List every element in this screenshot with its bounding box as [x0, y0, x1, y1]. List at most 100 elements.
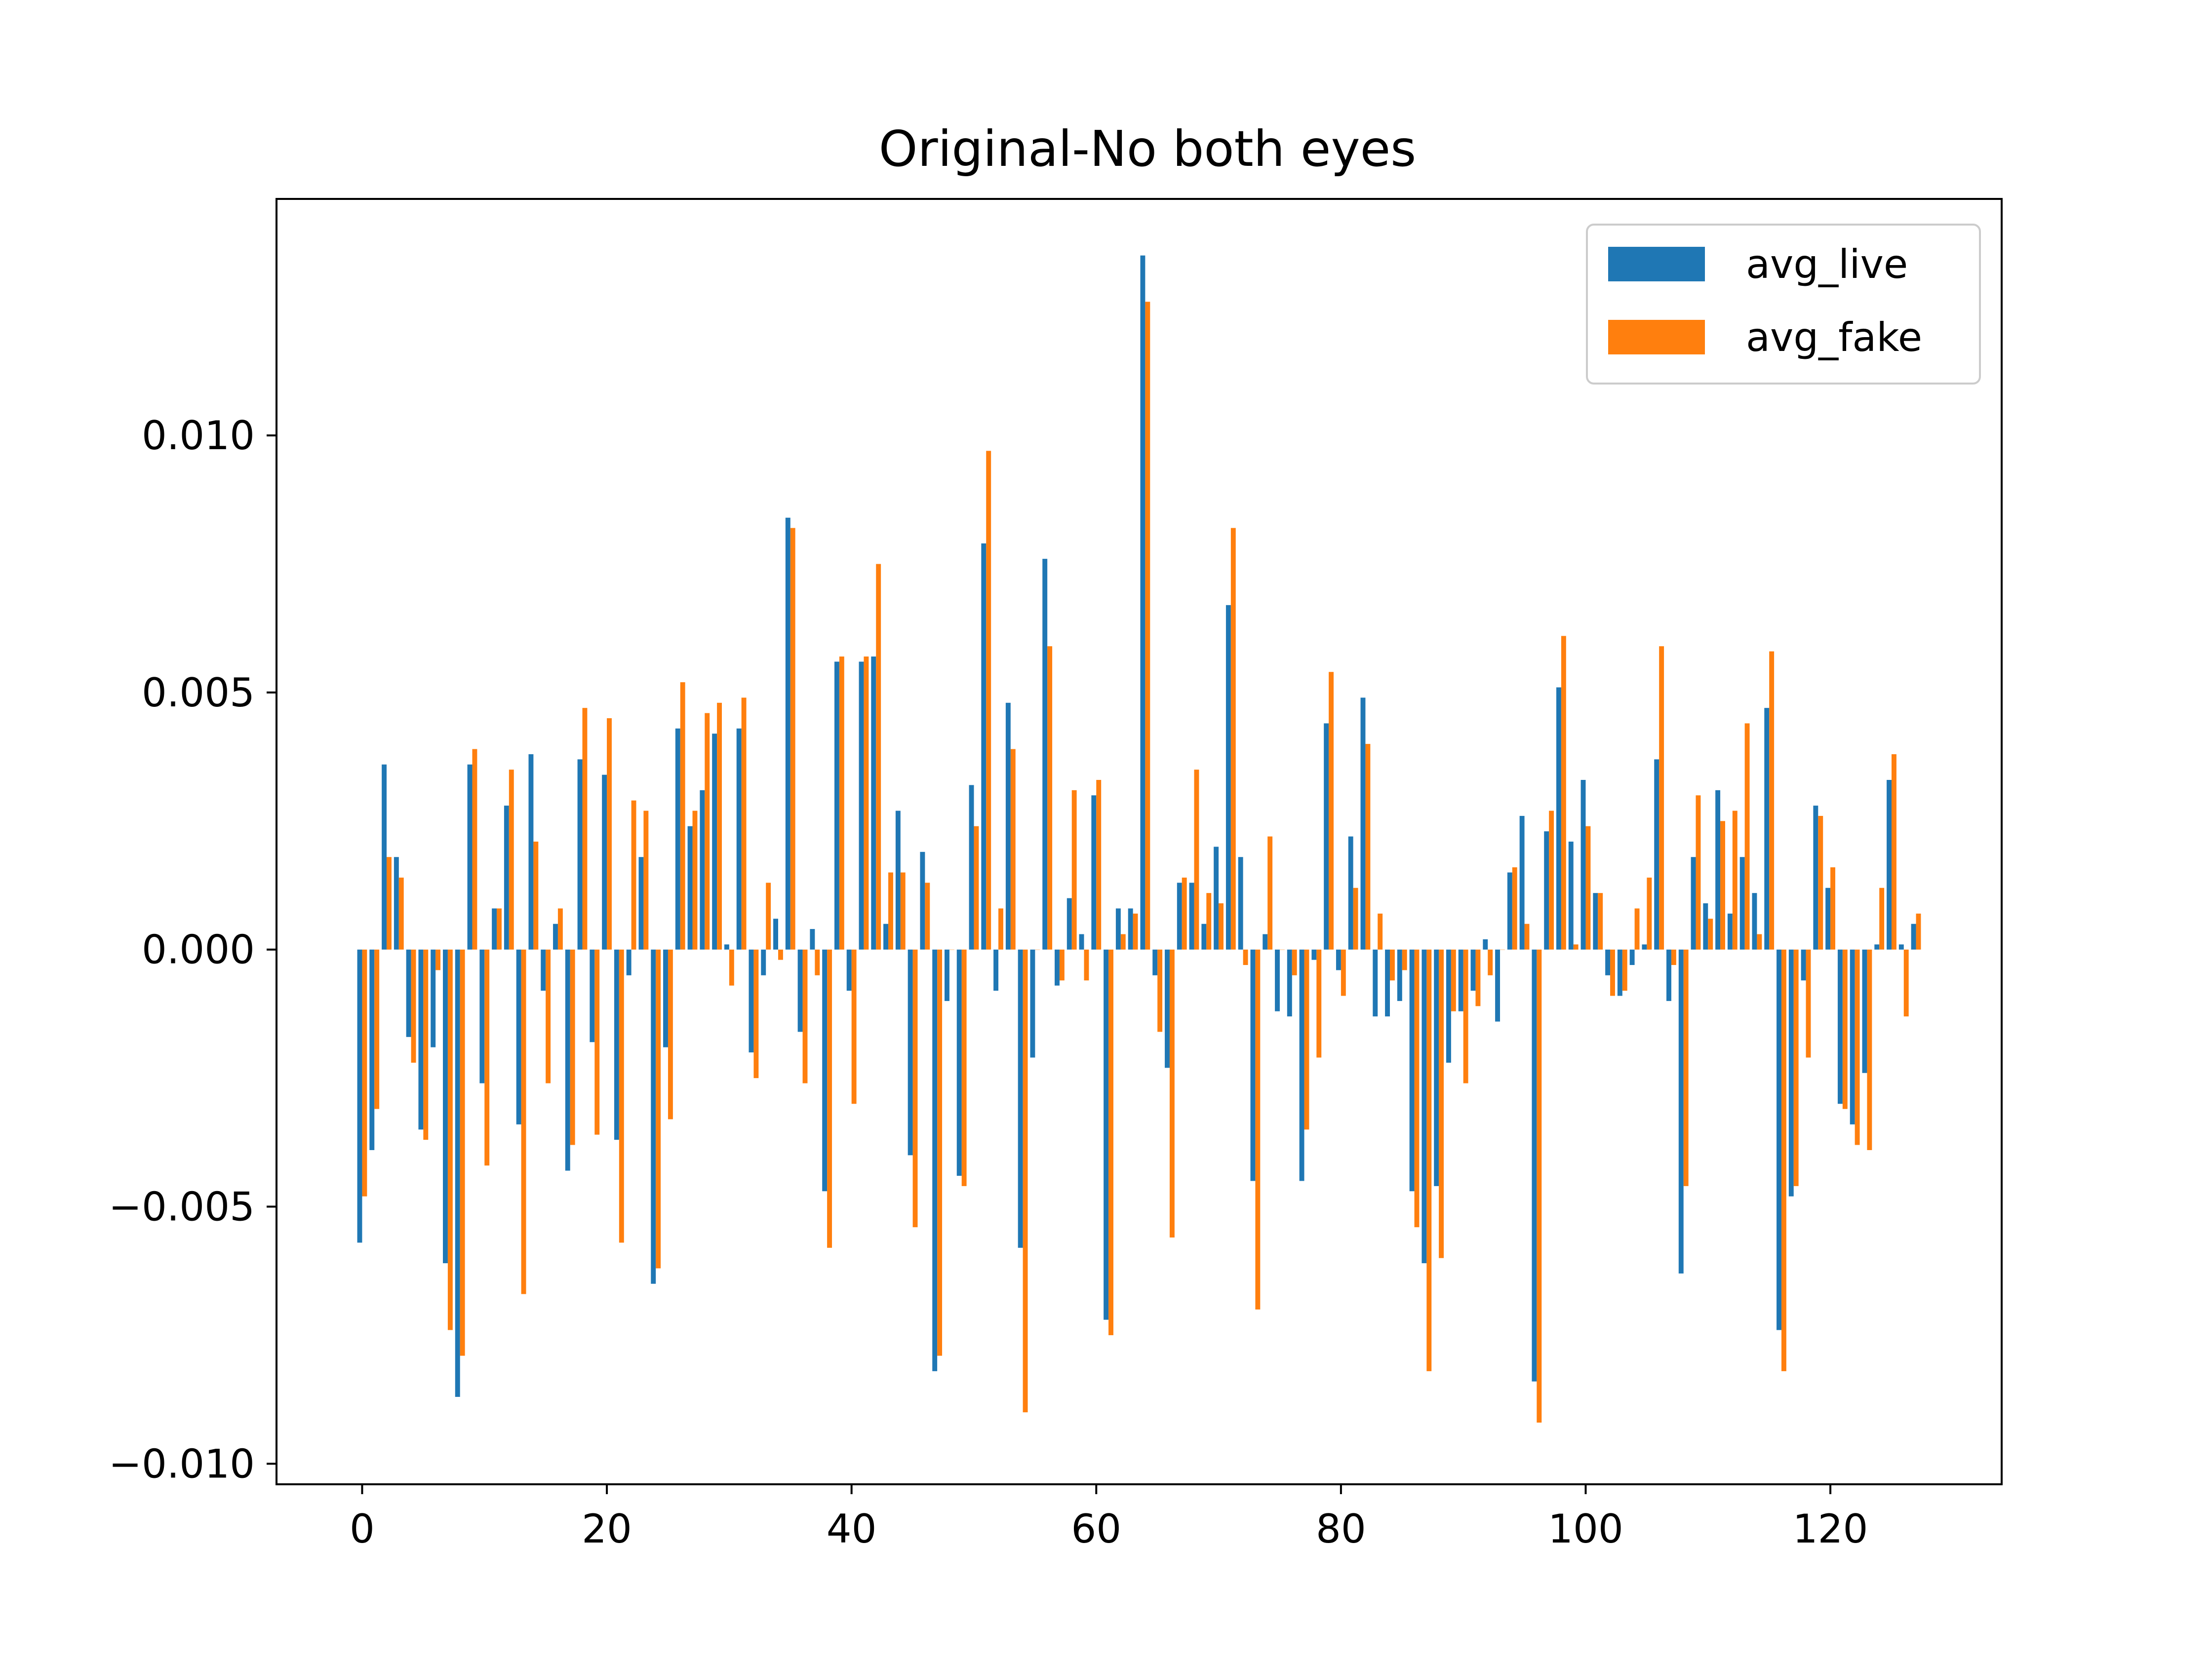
bar-avg-live-88 — [1434, 949, 1439, 1186]
bar-avg-live-110 — [1703, 903, 1708, 950]
bar-avg-fake-59 — [1084, 949, 1089, 981]
bar-avg-fake-38 — [827, 949, 832, 1248]
y-tick-label: 0.010 — [142, 413, 255, 459]
bar-avg-live-41 — [859, 661, 864, 950]
bar-avg-fake-43 — [888, 872, 893, 950]
bar-avg-live-32 — [749, 949, 754, 1053]
bar-avg-live-55 — [1030, 949, 1035, 1058]
bar-avg-fake-80 — [1341, 949, 1346, 996]
bar-avg-fake-95 — [1524, 924, 1530, 950]
bar-avg-live-75 — [1275, 949, 1280, 1011]
y-tick-label: 0.005 — [142, 670, 255, 716]
bar-avg-live-13 — [516, 949, 521, 1124]
bar-avg-live-120 — [1825, 888, 1831, 950]
bar-avg-fake-44 — [900, 872, 906, 950]
bar-avg-live-26 — [675, 728, 680, 950]
bar-avg-live-57 — [1055, 949, 1060, 986]
bar-avg-fake-119 — [1818, 815, 1823, 950]
bar-avg-live-56 — [1042, 559, 1048, 950]
bar-avg-fake-72 — [1243, 949, 1248, 965]
bar-avg-live-84 — [1385, 949, 1390, 1017]
bar-avg-fake-39 — [839, 657, 844, 950]
bar-avg-live-105 — [1642, 944, 1647, 950]
bar-avg-live-50 — [969, 785, 974, 950]
bar-avg-fake-6 — [435, 949, 441, 970]
bar-avg-fake-106 — [1659, 646, 1664, 950]
bar-avg-fake-51 — [986, 451, 991, 950]
bar-avg-fake-28 — [705, 713, 710, 950]
bar-avg-live-28 — [700, 790, 705, 950]
bar-avg-live-92 — [1483, 939, 1488, 950]
bar-avg-live-16 — [553, 924, 558, 950]
bar-avg-live-113 — [1739, 857, 1745, 950]
bar-avg-fake-33 — [766, 883, 771, 950]
bar-avg-fake-50 — [974, 826, 979, 950]
bar-avg-live-8 — [455, 949, 460, 1397]
bar-avg-fake-32 — [753, 949, 759, 1079]
bar-avg-live-33 — [761, 949, 766, 975]
bar-avg-live-89 — [1446, 949, 1451, 1063]
bar-avg-live-31 — [736, 728, 742, 950]
bar-avg-fake-35 — [790, 528, 795, 950]
bar-avg-fake-4 — [411, 949, 416, 1063]
bar-avg-fake-110 — [1708, 919, 1713, 950]
bar-avg-fake-70 — [1219, 903, 1224, 950]
bar-avg-fake-76 — [1292, 949, 1297, 975]
bar-avg-live-118 — [1801, 949, 1806, 981]
bar-avg-fake-105 — [1647, 877, 1652, 950]
bar-avg-fake-123 — [1867, 949, 1872, 1150]
bar-avg-live-19 — [590, 949, 595, 1043]
bar-avg-live-119 — [1813, 806, 1818, 950]
bar-avg-fake-54 — [1023, 949, 1028, 1413]
bar-avg-fake-124 — [1879, 888, 1885, 950]
bar-avg-live-21 — [614, 949, 619, 1140]
bar-avg-fake-7 — [447, 949, 453, 1330]
bar-avg-live-112 — [1727, 913, 1733, 950]
bar-avg-fake-90 — [1463, 949, 1468, 1083]
bar-avg-live-10 — [479, 949, 485, 1083]
bar-avg-fake-52 — [998, 908, 1003, 950]
bar-avg-live-43 — [883, 924, 889, 950]
bar-avg-live-9 — [467, 764, 473, 950]
bar-avg-fake-89 — [1451, 949, 1456, 1011]
bar-avg-fake-1 — [374, 949, 380, 1109]
bar-avg-fake-82 — [1365, 744, 1371, 950]
bar-avg-fake-86 — [1414, 949, 1420, 1228]
bar-avg-fake-41 — [864, 657, 869, 950]
bar-avg-fake-15 — [546, 949, 551, 1083]
bar-avg-fake-118 — [1806, 949, 1811, 1058]
bar-avg-fake-31 — [741, 697, 747, 950]
legend-label-avg-live: avg_live — [1746, 241, 1908, 287]
bar-avg-live-101 — [1593, 893, 1598, 950]
bar-avg-fake-9 — [472, 749, 477, 950]
bar-avg-fake-77 — [1304, 949, 1309, 1130]
bar-avg-fake-115 — [1769, 651, 1775, 950]
bar-avg-fake-20 — [607, 718, 612, 950]
bar-avg-live-54 — [1018, 949, 1023, 1248]
bar-avg-fake-92 — [1488, 949, 1493, 975]
bar-avg-fake-66 — [1169, 949, 1175, 1238]
bar-avg-fake-126 — [1903, 949, 1909, 1017]
bar-avg-fake-79 — [1329, 672, 1334, 950]
bar-avg-live-63 — [1128, 908, 1133, 950]
bar-avg-fake-111 — [1720, 821, 1725, 950]
bar-avg-fake-37 — [815, 949, 820, 975]
bar-avg-live-95 — [1519, 815, 1525, 950]
x-tick-label: 20 — [582, 1506, 632, 1552]
bar-avg-live-47 — [932, 949, 938, 1371]
legend-swatch-avg-live — [1608, 247, 1705, 281]
bar-avg-fake-42 — [876, 564, 881, 950]
legend-swatch-avg-fake — [1608, 320, 1705, 354]
bar-avg-fake-16 — [557, 908, 563, 950]
bar-avg-live-85 — [1397, 949, 1402, 1001]
bar-avg-fake-91 — [1475, 949, 1481, 1006]
bar-avg-fake-101 — [1598, 893, 1603, 950]
bar-avg-fake-73 — [1255, 949, 1261, 1310]
bar-avg-fake-0 — [362, 949, 367, 1197]
bar-avg-fake-12 — [509, 770, 514, 950]
bar-avg-live-0 — [357, 949, 362, 1243]
bar-avg-live-68 — [1189, 883, 1194, 950]
bar-avg-fake-46 — [925, 883, 930, 950]
